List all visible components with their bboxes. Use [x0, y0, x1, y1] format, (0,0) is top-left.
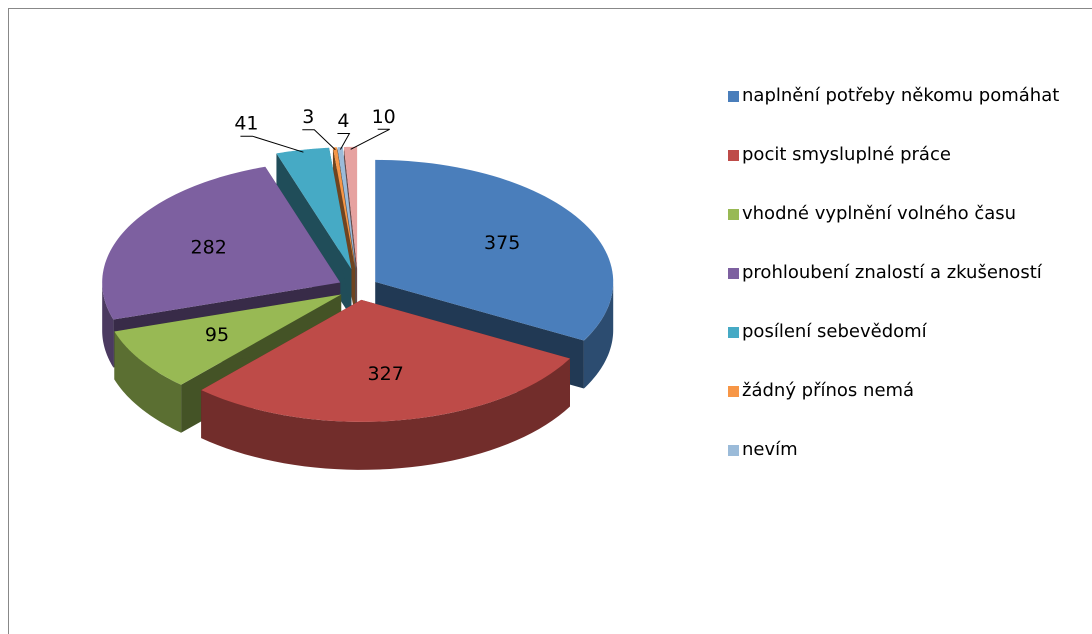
- slice-wall: [583, 281, 614, 389]
- legend-swatch: [728, 209, 739, 220]
- legend-label: nevím: [742, 439, 798, 460]
- slice: [114, 294, 342, 385]
- data-label: 3: [302, 106, 314, 128]
- legend-item: naplnění potřeby někomu pomáhat: [728, 82, 1078, 141]
- legend-swatch: [728, 268, 739, 279]
- legend: naplnění potřeby někomu pomáhat pocit smy…: [728, 82, 1078, 495]
- slice: [337, 147, 356, 269]
- slice: [343, 146, 358, 269]
- legend-swatch: [728, 150, 739, 161]
- legend-item: posílení sebevědomí: [728, 318, 1078, 377]
- legend-item: vhodné vyplnění volného času: [728, 200, 1078, 259]
- slice: [375, 159, 614, 341]
- legend-swatch: [728, 91, 739, 102]
- data-label: 4: [337, 110, 349, 132]
- data-label: 95: [205, 324, 229, 346]
- data-label: 375: [484, 232, 520, 254]
- leader-line: [350, 128, 390, 150]
- slice-wall: [102, 282, 114, 368]
- legend-label: posílení sebevědomí: [742, 321, 927, 342]
- leader-line: [337, 133, 351, 150]
- legend-label: naplnění potřeby někomu pomáhat: [742, 85, 1060, 106]
- legend-item: žádný přínos nemá: [728, 377, 1078, 436]
- legend-label: vhodné vyplnění volného času: [742, 203, 1017, 224]
- slice: [332, 147, 356, 269]
- legend-item: nevím: [728, 436, 1078, 495]
- slice: [102, 166, 341, 320]
- legend-label: prohloubení znalostí a zkušeností: [742, 262, 1042, 283]
- data-label: 327: [368, 363, 404, 385]
- legend-label: pocit smysluplné práce: [742, 144, 951, 165]
- legend-item: prohloubení znalostí a zkušeností: [728, 259, 1078, 318]
- data-label: 282: [191, 237, 227, 259]
- slice-wall: [201, 358, 570, 470]
- legend-swatch: [728, 327, 739, 338]
- chart-frame: [8, 8, 1092, 634]
- data-label: 10: [372, 106, 396, 128]
- data-label: 41: [234, 113, 258, 135]
- legend-label: žádný přínos nemá: [742, 380, 915, 401]
- leader-line: [240, 135, 304, 153]
- legend-swatch: [728, 386, 739, 397]
- legend-item: pocit smysluplné práce: [728, 141, 1078, 200]
- slice: [276, 147, 352, 270]
- slice-wall: [114, 331, 182, 433]
- slice: [201, 299, 570, 422]
- legend-swatch: [728, 445, 739, 456]
- leader-line: [302, 129, 336, 151]
